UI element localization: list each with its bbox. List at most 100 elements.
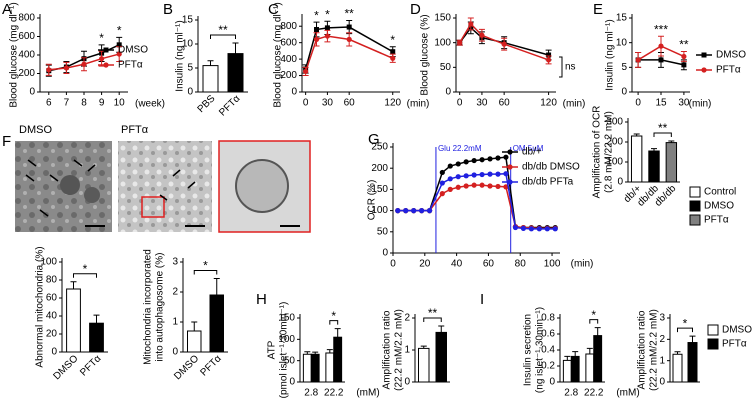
y-tick-label: 80 <box>46 275 58 286</box>
data-point <box>81 61 87 67</box>
y-tick-label: 0.8 <box>541 313 555 324</box>
data-point <box>426 208 433 214</box>
significance-bracket <box>653 132 672 137</box>
data-point <box>447 176 453 182</box>
bar <box>630 135 643 183</box>
data-point <box>390 55 396 61</box>
bar <box>570 355 580 383</box>
data-point <box>411 208 417 214</box>
x-tick-label: 60 <box>499 98 511 109</box>
y-tick-label: 200 <box>18 68 35 79</box>
significance-label: * <box>117 24 122 38</box>
bar <box>66 288 81 353</box>
y-tick-label: 60 <box>46 293 58 304</box>
data-point <box>324 33 331 39</box>
data-point <box>495 171 501 177</box>
data-point <box>479 157 485 163</box>
x-axis-label: (min) <box>563 99 586 110</box>
data-point <box>520 225 527 232</box>
error-bar <box>326 349 333 353</box>
data-point <box>635 57 641 63</box>
significance-label: ** <box>345 7 355 21</box>
x-tick-label: 20 <box>419 259 431 270</box>
x-tick-label: 30 <box>476 98 488 109</box>
data-point <box>528 226 534 232</box>
y-tick-label: 250 <box>371 142 388 153</box>
data-point <box>463 159 469 165</box>
y-tick-label: 0 <box>29 87 35 98</box>
arrows <box>25 159 196 217</box>
error-bar <box>70 281 77 289</box>
error-bar <box>213 278 220 295</box>
bar <box>648 150 660 183</box>
inset-box <box>141 196 165 218</box>
bar <box>302 353 312 383</box>
y-axis-label: Amplification ratio <box>637 310 648 389</box>
data-point <box>479 32 485 38</box>
x-tick-label: 40 <box>451 259 463 270</box>
y-tick-label: 1 <box>172 317 178 328</box>
y-tick-label: 15 <box>616 13 628 24</box>
y-tick-label: 1 <box>659 355 665 366</box>
legend-marker <box>507 164 513 170</box>
error-bar <box>420 345 427 349</box>
y-tick-label: 0 <box>659 377 665 388</box>
significance-label: * <box>331 309 336 323</box>
error-bar <box>572 351 579 357</box>
legend-label: DMSO <box>722 325 752 336</box>
bar <box>585 353 595 383</box>
x-axis-label: (min) <box>407 99 430 110</box>
y-tick-label: 2 <box>659 334 665 345</box>
data-point <box>99 56 105 62</box>
legend-marker <box>701 67 707 73</box>
y-tick-label: 0 <box>621 87 627 98</box>
significance-label: * <box>83 262 88 276</box>
x-tick-label: 120 <box>540 98 557 109</box>
bar <box>187 330 202 353</box>
significance-label: ** <box>218 23 228 37</box>
legend-marker <box>103 62 109 68</box>
x-tick-label: 10 <box>114 98 126 109</box>
y-tick-label: 150 <box>278 313 295 324</box>
significance-label: * <box>314 8 319 22</box>
legend-marker <box>701 52 707 58</box>
y-tick-label: 0 <box>187 87 193 98</box>
panel-letter: A <box>2 1 12 18</box>
legend-label: PFTα <box>716 65 741 76</box>
bar <box>672 353 683 383</box>
data-point <box>314 27 320 33</box>
y-tick-label: 300 <box>606 117 623 128</box>
legend-label: Control <box>704 187 736 198</box>
x-tick-label: 7 <box>64 98 70 109</box>
significance-label: ** <box>658 121 668 135</box>
x-tick-label: 2.8 <box>304 388 318 399</box>
y-tick-label: 2 <box>172 287 178 298</box>
y-tick-label: 100 <box>434 37 451 48</box>
significance-bracket <box>210 34 236 40</box>
bar <box>562 359 572 383</box>
y-axis-label: Blood glucose (%) <box>420 14 431 95</box>
x-tick-label: 0 <box>635 98 641 109</box>
micrograph-detail <box>60 175 80 195</box>
panel-letter: F <box>2 133 11 150</box>
x-tick-label: 15 <box>655 98 667 109</box>
x-axis-label: (min) <box>689 99 712 110</box>
y-tick-label: 0 <box>289 377 295 388</box>
y-tick-label: 0 <box>445 87 451 98</box>
data-point <box>487 183 493 189</box>
panel-letter: C <box>268 1 279 18</box>
y-axis-label: Insulin (ng ml⁻¹) <box>605 19 616 90</box>
y-axis-label: Insulin secretion <box>523 314 534 386</box>
error-bar <box>207 60 214 66</box>
y-axis-label: Abnormal mitochondria (%) <box>35 246 46 367</box>
y-tick-label: 50 <box>284 355 296 366</box>
data-point <box>658 43 664 49</box>
error-bar <box>312 351 319 355</box>
y-tick-label: 40 <box>46 311 58 322</box>
data-point <box>479 171 485 178</box>
legend-label: DMSO <box>704 201 734 212</box>
significance-label: * <box>203 259 208 273</box>
data-point <box>419 208 425 214</box>
y-axis-label: Mitochondria incorporated <box>143 249 154 365</box>
